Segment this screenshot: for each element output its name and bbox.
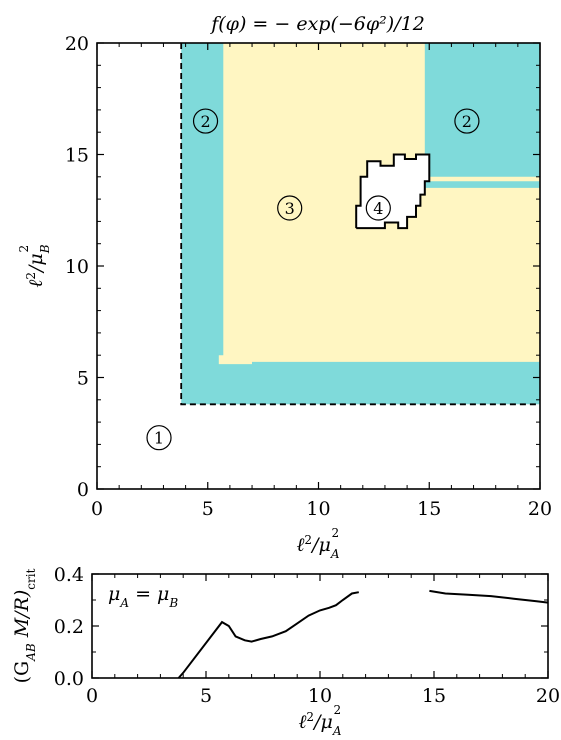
x-tick-label: 15 bbox=[417, 498, 441, 520]
region-label-1: 1 bbox=[146, 425, 172, 451]
region-label-text: 2 bbox=[200, 112, 210, 131]
region-boundaries bbox=[180, 43, 540, 406]
x-tick-label: 0 bbox=[86, 685, 98, 707]
region-label-circle bbox=[146, 425, 172, 451]
region-label-circle bbox=[277, 195, 303, 221]
top-y-axis-label: ℓ2/μB2 bbox=[17, 244, 52, 287]
axis-ticks: 0 5 10 15 20 0 5 10 15 20 bbox=[65, 33, 552, 520]
y-tick-label: 5 bbox=[77, 368, 89, 390]
region-labels: 1 2 2 3 4 bbox=[146, 108, 480, 451]
equal-mass-annotation: μA = μB bbox=[108, 583, 178, 610]
region-3-fill bbox=[403, 43, 410, 168]
region-4-fill bbox=[356, 154, 430, 229]
x-tick-label: 0 bbox=[91, 498, 103, 520]
critical-coupling-panel: 0 5 10 15 20 0.0 0.2 0.4 bbox=[54, 564, 560, 707]
region-3-fill bbox=[396, 176, 540, 182]
region-4-boundary bbox=[355, 153, 431, 230]
region-1-boundary bbox=[180, 43, 540, 406]
critical-coupling-segment-1 bbox=[177, 591, 359, 679]
x-tick-label: 5 bbox=[200, 685, 212, 707]
region-label-text: 4 bbox=[373, 199, 383, 218]
x-tick-label: 5 bbox=[202, 498, 214, 520]
region-fills bbox=[181, 43, 541, 405]
x-tick-label: 10 bbox=[308, 685, 332, 707]
y-tick-label: 20 bbox=[65, 33, 89, 55]
chart-title: f(φ) = − exp(−6φ²)/12 bbox=[209, 13, 425, 35]
axis-ticks: 0 5 10 15 20 0.0 0.2 0.4 bbox=[54, 564, 560, 707]
x-tick-label: 20 bbox=[528, 498, 552, 520]
region-label-3: 3 bbox=[277, 195, 303, 221]
region-label-text: 1 bbox=[154, 429, 164, 448]
y-tick-label: 0 bbox=[77, 479, 89, 501]
region-label-2: 2 bbox=[454, 108, 480, 134]
x-tick-label: 20 bbox=[536, 685, 560, 707]
x-tick-label: 15 bbox=[422, 685, 446, 707]
region-label-4: 4 bbox=[365, 195, 391, 221]
top-x-axis-label: ℓ2/μA2 bbox=[297, 526, 340, 561]
region-3-fill bbox=[218, 355, 252, 365]
critical-coupling-segment-2 bbox=[429, 589, 549, 604]
y-tick-label: 0.0 bbox=[54, 668, 84, 690]
region-label-circle bbox=[454, 108, 480, 134]
region-label-text: 2 bbox=[462, 112, 472, 131]
region-label-text: 3 bbox=[285, 199, 295, 218]
y-tick-label: 0.4 bbox=[54, 564, 84, 586]
bottom-y-axis-label: (GAB M/R)crit bbox=[11, 568, 38, 683]
region-label-2: 2 bbox=[192, 108, 219, 134]
bottom-x-axis-label: ℓ2/μA2 bbox=[299, 703, 342, 738]
x-tick-label: 10 bbox=[306, 498, 330, 520]
region-label-circle bbox=[192, 108, 219, 134]
y-tick-label: 15 bbox=[65, 145, 89, 167]
y-tick-label: 0.2 bbox=[54, 616, 84, 638]
critical-coupling-curves bbox=[177, 589, 549, 679]
phase-diagram-panel: 1 2 2 3 4 0 5 10 15 20 0 5 10 15 20 bbox=[65, 33, 552, 520]
region-label-circle bbox=[365, 195, 391, 221]
y-tick-label: 10 bbox=[65, 256, 89, 278]
